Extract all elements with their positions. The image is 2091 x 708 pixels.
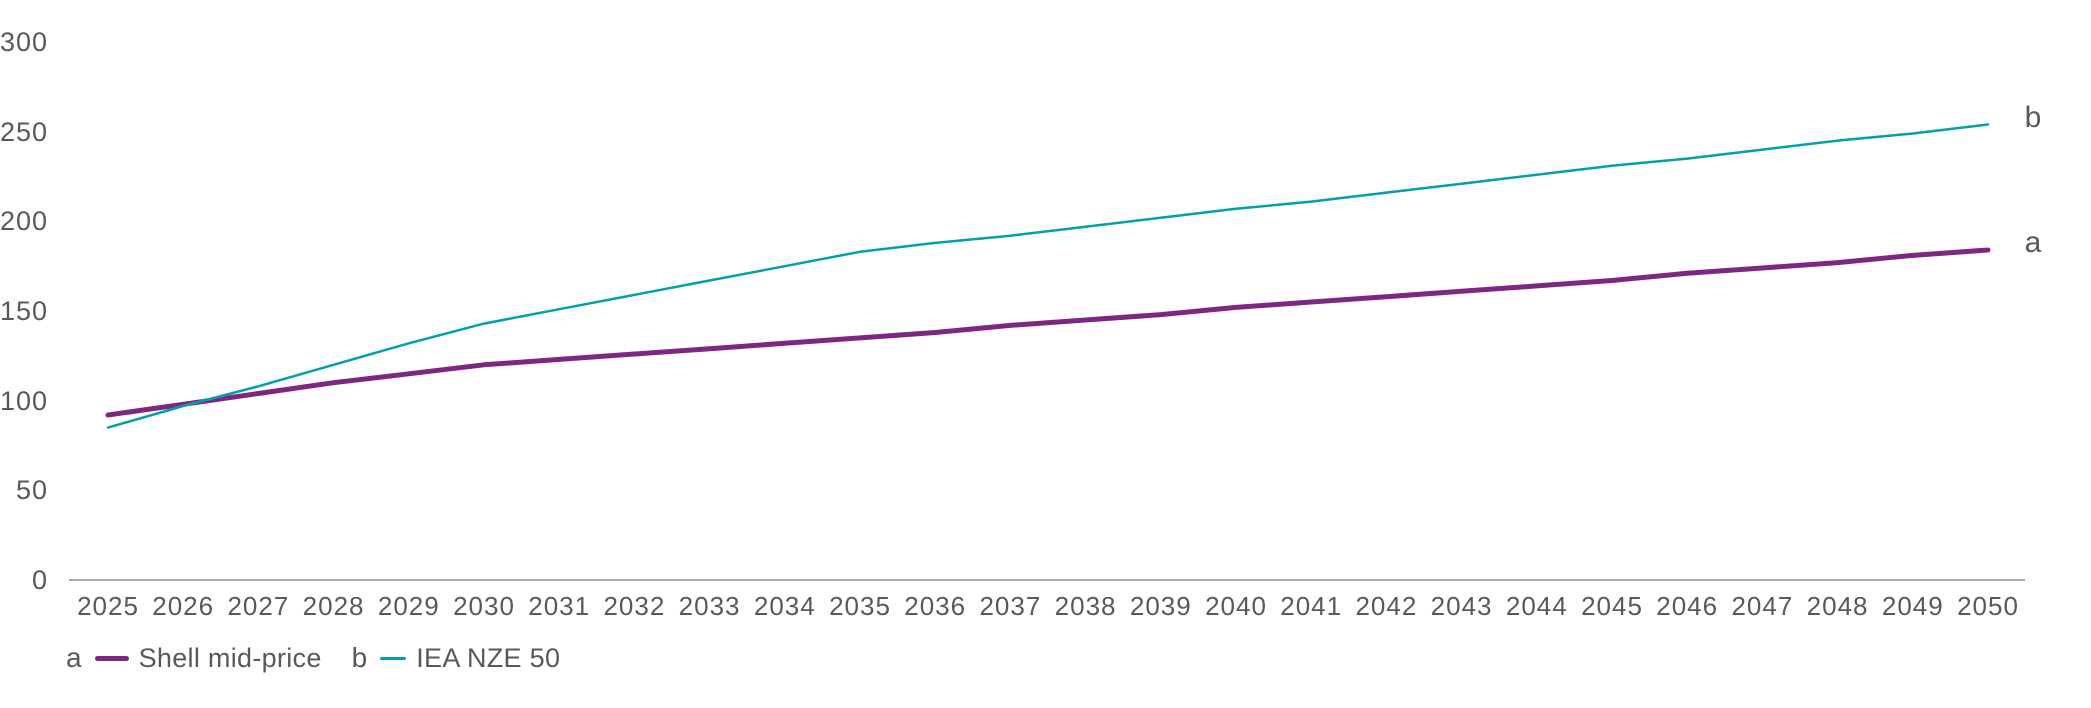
x-tick-label: 2047 [1731, 591, 1794, 621]
series-end-label-b: b [2024, 100, 2042, 134]
x-tick-label: 2050 [1957, 591, 2019, 621]
x-tick-label: 2042 [1355, 591, 1418, 621]
y-tick-label: 50 [15, 475, 48, 506]
x-tick-label: 2033 [678, 591, 741, 621]
y-tick-label: 150 [0, 296, 49, 326]
x-tick-label: 2034 [753, 591, 816, 621]
x-tick-label: 2040 [1205, 591, 1267, 621]
legend-swatch-iea-nze-50 [380, 656, 407, 660]
x-tick-label: 2026 [152, 591, 215, 621]
legend-label-iea-nze-50: IEA NZE 50 [416, 643, 561, 673]
y-tick-label: 0 [31, 565, 48, 595]
legend-letter-a: a [66, 642, 82, 673]
legend-item-shell-mid-price: a Shell mid-price [66, 641, 322, 675]
legend-item-iea-nze-50: b IEA NZE 50 [352, 641, 561, 675]
x-tick-label: 2044 [1505, 591, 1568, 621]
y-tick-label: 250 [0, 116, 49, 147]
x-tick-label: 2035 [829, 591, 891, 621]
legend: a Shell mid-price b IEA NZE 50 [66, 641, 560, 675]
legend-swatch-shell-mid-price [94, 655, 129, 661]
legend-letter-b: b [351, 642, 368, 673]
x-tick-label: 2046 [1656, 591, 1719, 621]
series-line-b [106, 123, 1990, 429]
series-end-label-a: a [2024, 226, 2042, 260]
x-tick-label: 2043 [1430, 591, 1493, 621]
x-tick-label: 2032 [603, 591, 666, 621]
y-tick-label: 200 [0, 206, 49, 237]
x-tick-label: 2029 [377, 591, 440, 621]
y-tick-label: 300 [0, 27, 49, 57]
x-tick-label: 2025 [77, 591, 139, 621]
x-tick-label: 2048 [1806, 591, 1869, 621]
y-tick-label: 100 [0, 385, 49, 416]
x-tick-label: 2045 [1581, 591, 1643, 621]
legend-label-shell-mid-price: Shell mid-price [138, 643, 322, 673]
x-tick-label: 2049 [1881, 591, 1944, 621]
x-tick-label: 2028 [302, 591, 365, 621]
x-tick-label: 2036 [904, 591, 967, 621]
x-tick-label: 2030 [453, 591, 515, 621]
x-tick-label: 2038 [1054, 591, 1117, 621]
x-tick-label: 2041 [1280, 591, 1343, 621]
x-tick-label: 2031 [528, 591, 591, 621]
x-tick-label: 2027 [227, 591, 290, 621]
x-tick-label: 2037 [979, 591, 1042, 621]
series-line-a [105, 247, 1991, 418]
x-tick-label: 2039 [1129, 591, 1192, 621]
